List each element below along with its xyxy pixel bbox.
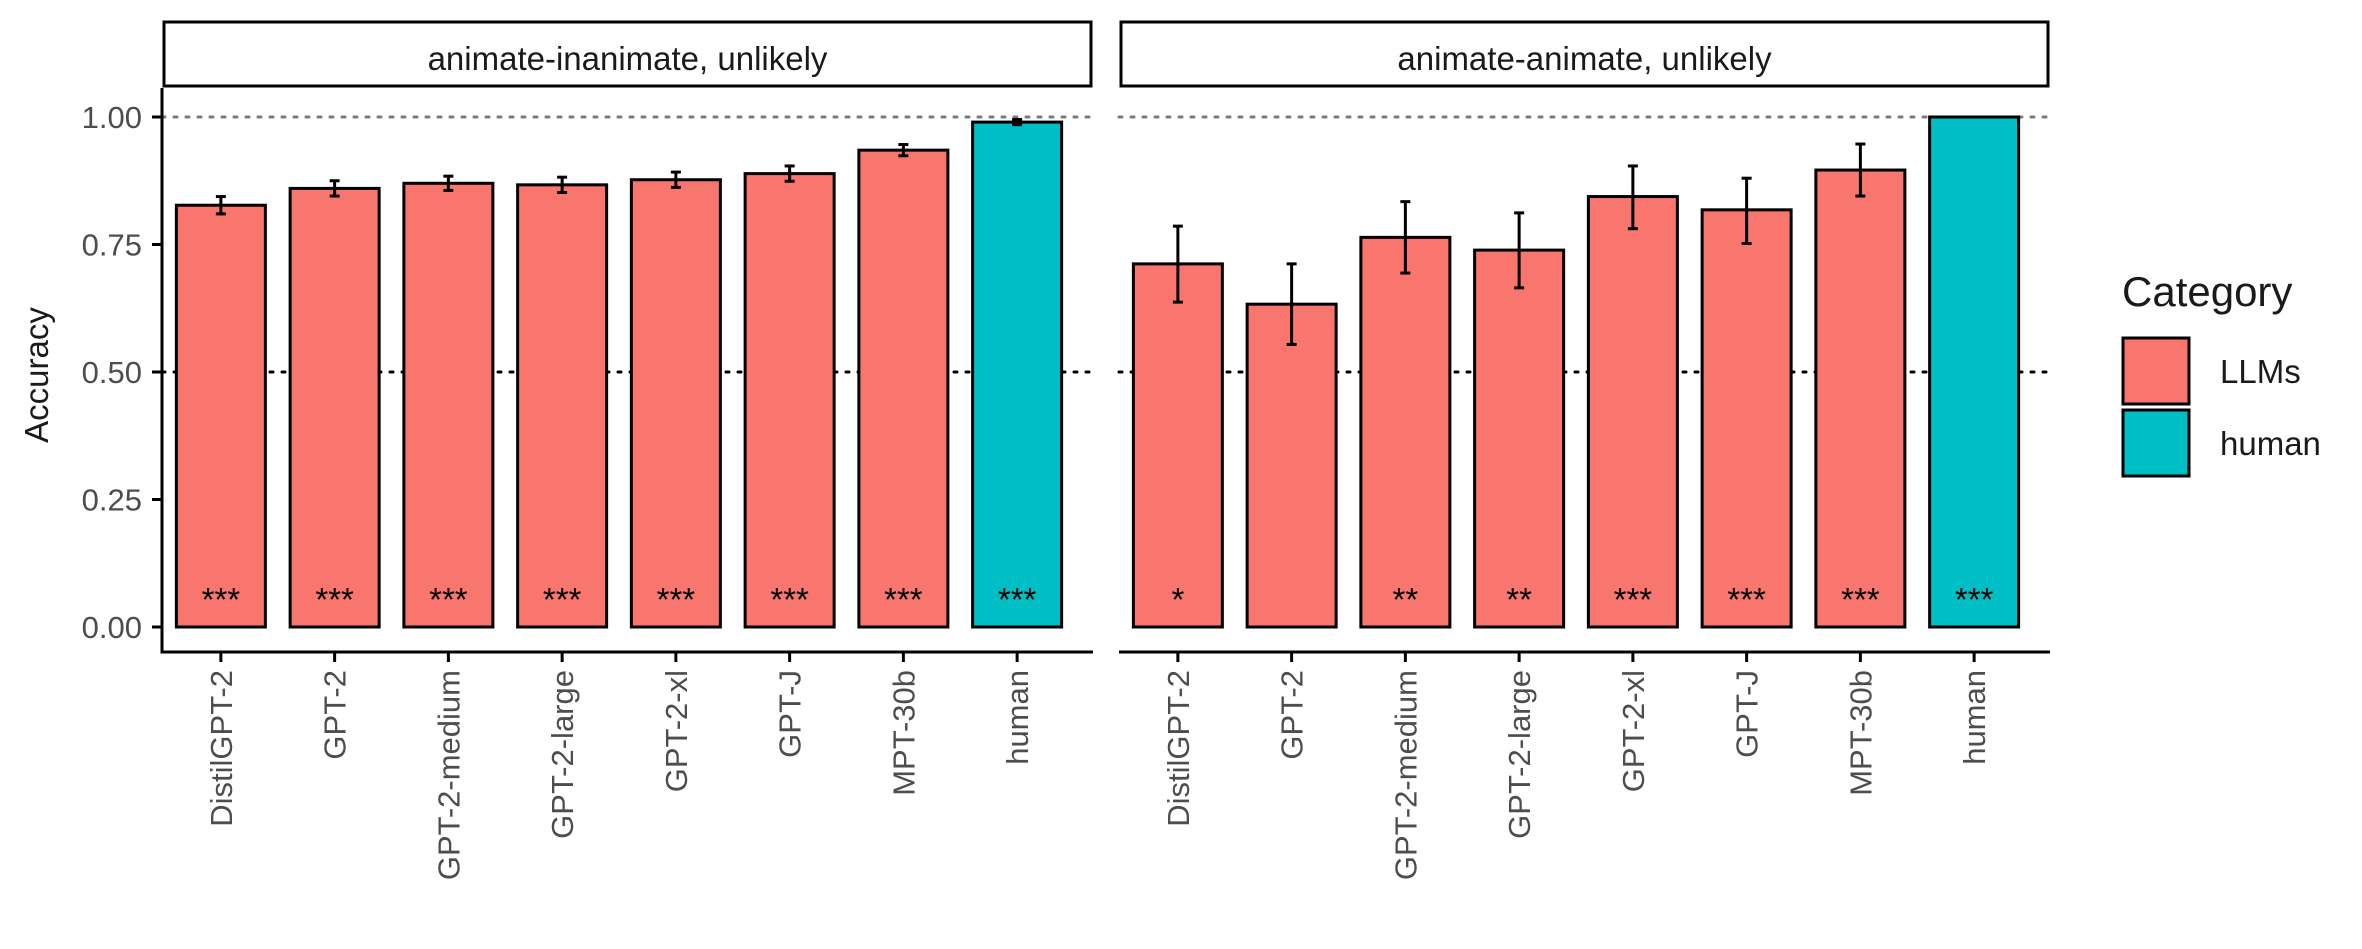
significance-label: * [1171,581,1184,618]
x-tick-label: GPT-2-xl [1616,670,1651,792]
bar [1700,208,1793,629]
y-tick-label: 1.00 [82,100,142,135]
x-tick-label: MPT-30b [886,670,921,796]
y-tick-label: 0.75 [82,228,142,263]
bar [1473,248,1566,629]
error-bar [1741,176,1752,245]
bar [1928,115,2021,629]
significance-label: *** [998,581,1037,618]
x-tick-label: GPT-J [1730,670,1765,758]
legend-item-llms: LLMs [2121,336,2301,406]
x-tick-label: GPT-2-large [545,670,580,839]
strip-label: animate-animate, unlikely [1397,40,1772,77]
panels-layer: animate-inanimate, unlikely***DistilGPT-… [160,20,2052,880]
significance-label: *** [543,581,582,618]
bar [1814,168,1907,629]
y-tick-label: 0.50 [82,355,142,390]
bar [743,172,836,629]
significance-label: *** [657,581,696,618]
legend-key [2121,408,2191,478]
y-tick-label: 0.25 [82,483,142,518]
bar [516,183,609,629]
x-tick-label: GPT-J [773,670,808,758]
error-bar [784,164,795,183]
x-tick-label: DistilGPT-2 [204,670,239,827]
error-bar [1286,262,1297,346]
significance-label: *** [1614,581,1653,618]
significance-label: *** [429,581,468,618]
bar [1359,235,1452,629]
error-bar [1400,200,1411,275]
bar [174,203,267,629]
x-tick-label: DistilGPT-2 [1161,670,1196,827]
bar [402,181,495,629]
significance-label: *** [1727,581,1766,618]
significance-label: *** [1841,581,1880,618]
error-bar [215,195,226,216]
x-tick-label: GPT-2-large [1502,670,1537,839]
significance-label: *** [770,581,809,618]
legend-item-human: human [2121,408,2321,478]
error-bar [670,170,681,189]
strip-box [162,20,1093,88]
error-bar [557,175,568,194]
x-tick-label: GPT-2-xl [659,670,694,792]
strip-box [1119,20,2050,88]
strip-label: animate-inanimate, unlikely [428,40,828,77]
bar [971,120,1064,629]
legend-label: LLMs [2220,353,2301,390]
legend-title: Category [2122,268,2292,315]
bar [1586,195,1679,629]
x-tick-label: GPT-2-medium [1388,670,1423,880]
legend: Category LLMs human [2121,268,2321,478]
significance-label: *** [1955,581,1994,618]
error-bar [443,174,454,192]
error-bar [1627,164,1638,231]
x-tick-label: MPT-30b [1843,670,1878,796]
panel-1: animate-inanimate, unlikely *** DistilGPT-… [160,20,1095,880]
x-tick-label: human [1957,670,1992,765]
bar [1245,302,1338,629]
significance-label: *** [884,581,923,618]
significance-label: *** [315,581,354,618]
error-bar [1855,142,1866,198]
bar [629,178,722,629]
panel-2: animate-animate, unlikely * DistilGPT-2 GPT… [1117,20,2052,880]
error-bar [1514,211,1525,290]
bar [857,148,950,629]
error-bar [1012,118,1023,127]
x-tick-label: GPT-2 [318,670,353,760]
bar [1131,262,1224,629]
significance-label: ** [1393,581,1419,618]
error-bar [329,179,340,198]
x-tick-label: human [1000,670,1035,765]
bar [288,186,381,629]
x-tick-label: GPT-2-medium [431,670,466,880]
x-tick-label: GPT-2 [1275,670,1310,760]
legend-label: human [2220,425,2321,462]
significance-label: *** [202,581,241,618]
y-axis: Accuracy 0.00 0.25 0.50 0.75 1.00 [18,100,162,645]
legend-key [2121,336,2191,406]
significance-label: ** [1506,581,1532,618]
error-bar [1172,224,1183,304]
y-axis-title: Accuracy [18,307,55,443]
y-tick-label: 0.00 [82,610,142,645]
error-bar [898,143,909,158]
